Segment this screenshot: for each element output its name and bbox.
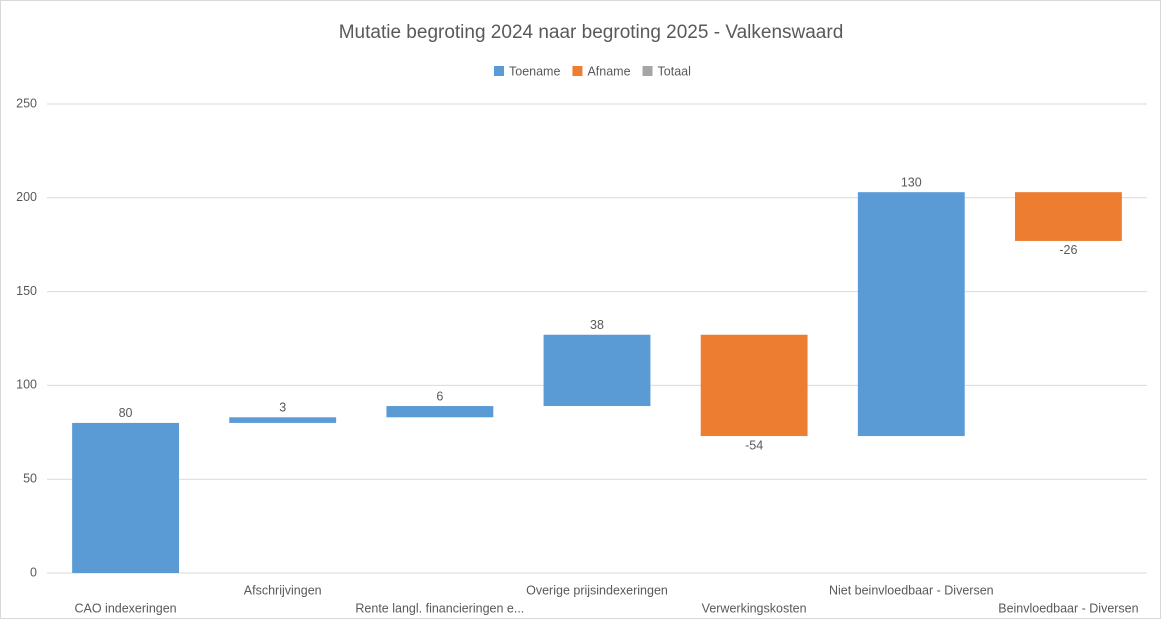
bar: [700, 334, 808, 437]
data-label: 3: [279, 401, 286, 415]
bar: [386, 406, 494, 418]
y-tick-label: 50: [23, 471, 37, 485]
legend-label: Totaal: [658, 64, 691, 78]
y-tick-label: 200: [16, 190, 37, 204]
x-tick-label: Overige prijsindexeringen: [526, 583, 668, 597]
x-tick-label: Beinvloedbaar - Diversen: [998, 601, 1138, 615]
legend-swatch: [494, 66, 504, 76]
data-label: -26: [1059, 243, 1077, 257]
bar: [229, 417, 337, 423]
data-label: 130: [901, 175, 922, 189]
bar: [72, 422, 179, 573]
data-label: 38: [590, 318, 604, 332]
x-tick-label: Verwerkingskosten: [702, 601, 807, 615]
legend-label: Afname: [587, 64, 630, 78]
chart-title: Mutatie begroting 2024 naar begroting 20…: [339, 22, 844, 43]
x-tick-label: Niet beinvloedbaar - Diversen: [829, 583, 994, 597]
x-tick-label: CAO indexeringen: [74, 601, 176, 615]
y-tick-label: 100: [16, 378, 37, 392]
bar: [857, 192, 965, 437]
legend-swatch: [642, 66, 653, 76]
y-tick-label: 250: [16, 96, 37, 110]
legend-swatch: [572, 66, 583, 76]
x-tick-label: Rente langl. financieringen e...: [355, 601, 524, 615]
y-tick-label: 0: [30, 565, 37, 579]
data-label: -54: [745, 438, 763, 452]
x-tick-label: Afschrijvingen: [244, 583, 322, 597]
legend-label: Toename: [509, 64, 560, 78]
bar: [543, 334, 651, 407]
data-label: 80: [119, 406, 133, 420]
bar: [1015, 192, 1122, 241]
data-label: 6: [436, 389, 443, 403]
y-tick-label: 150: [16, 284, 37, 298]
